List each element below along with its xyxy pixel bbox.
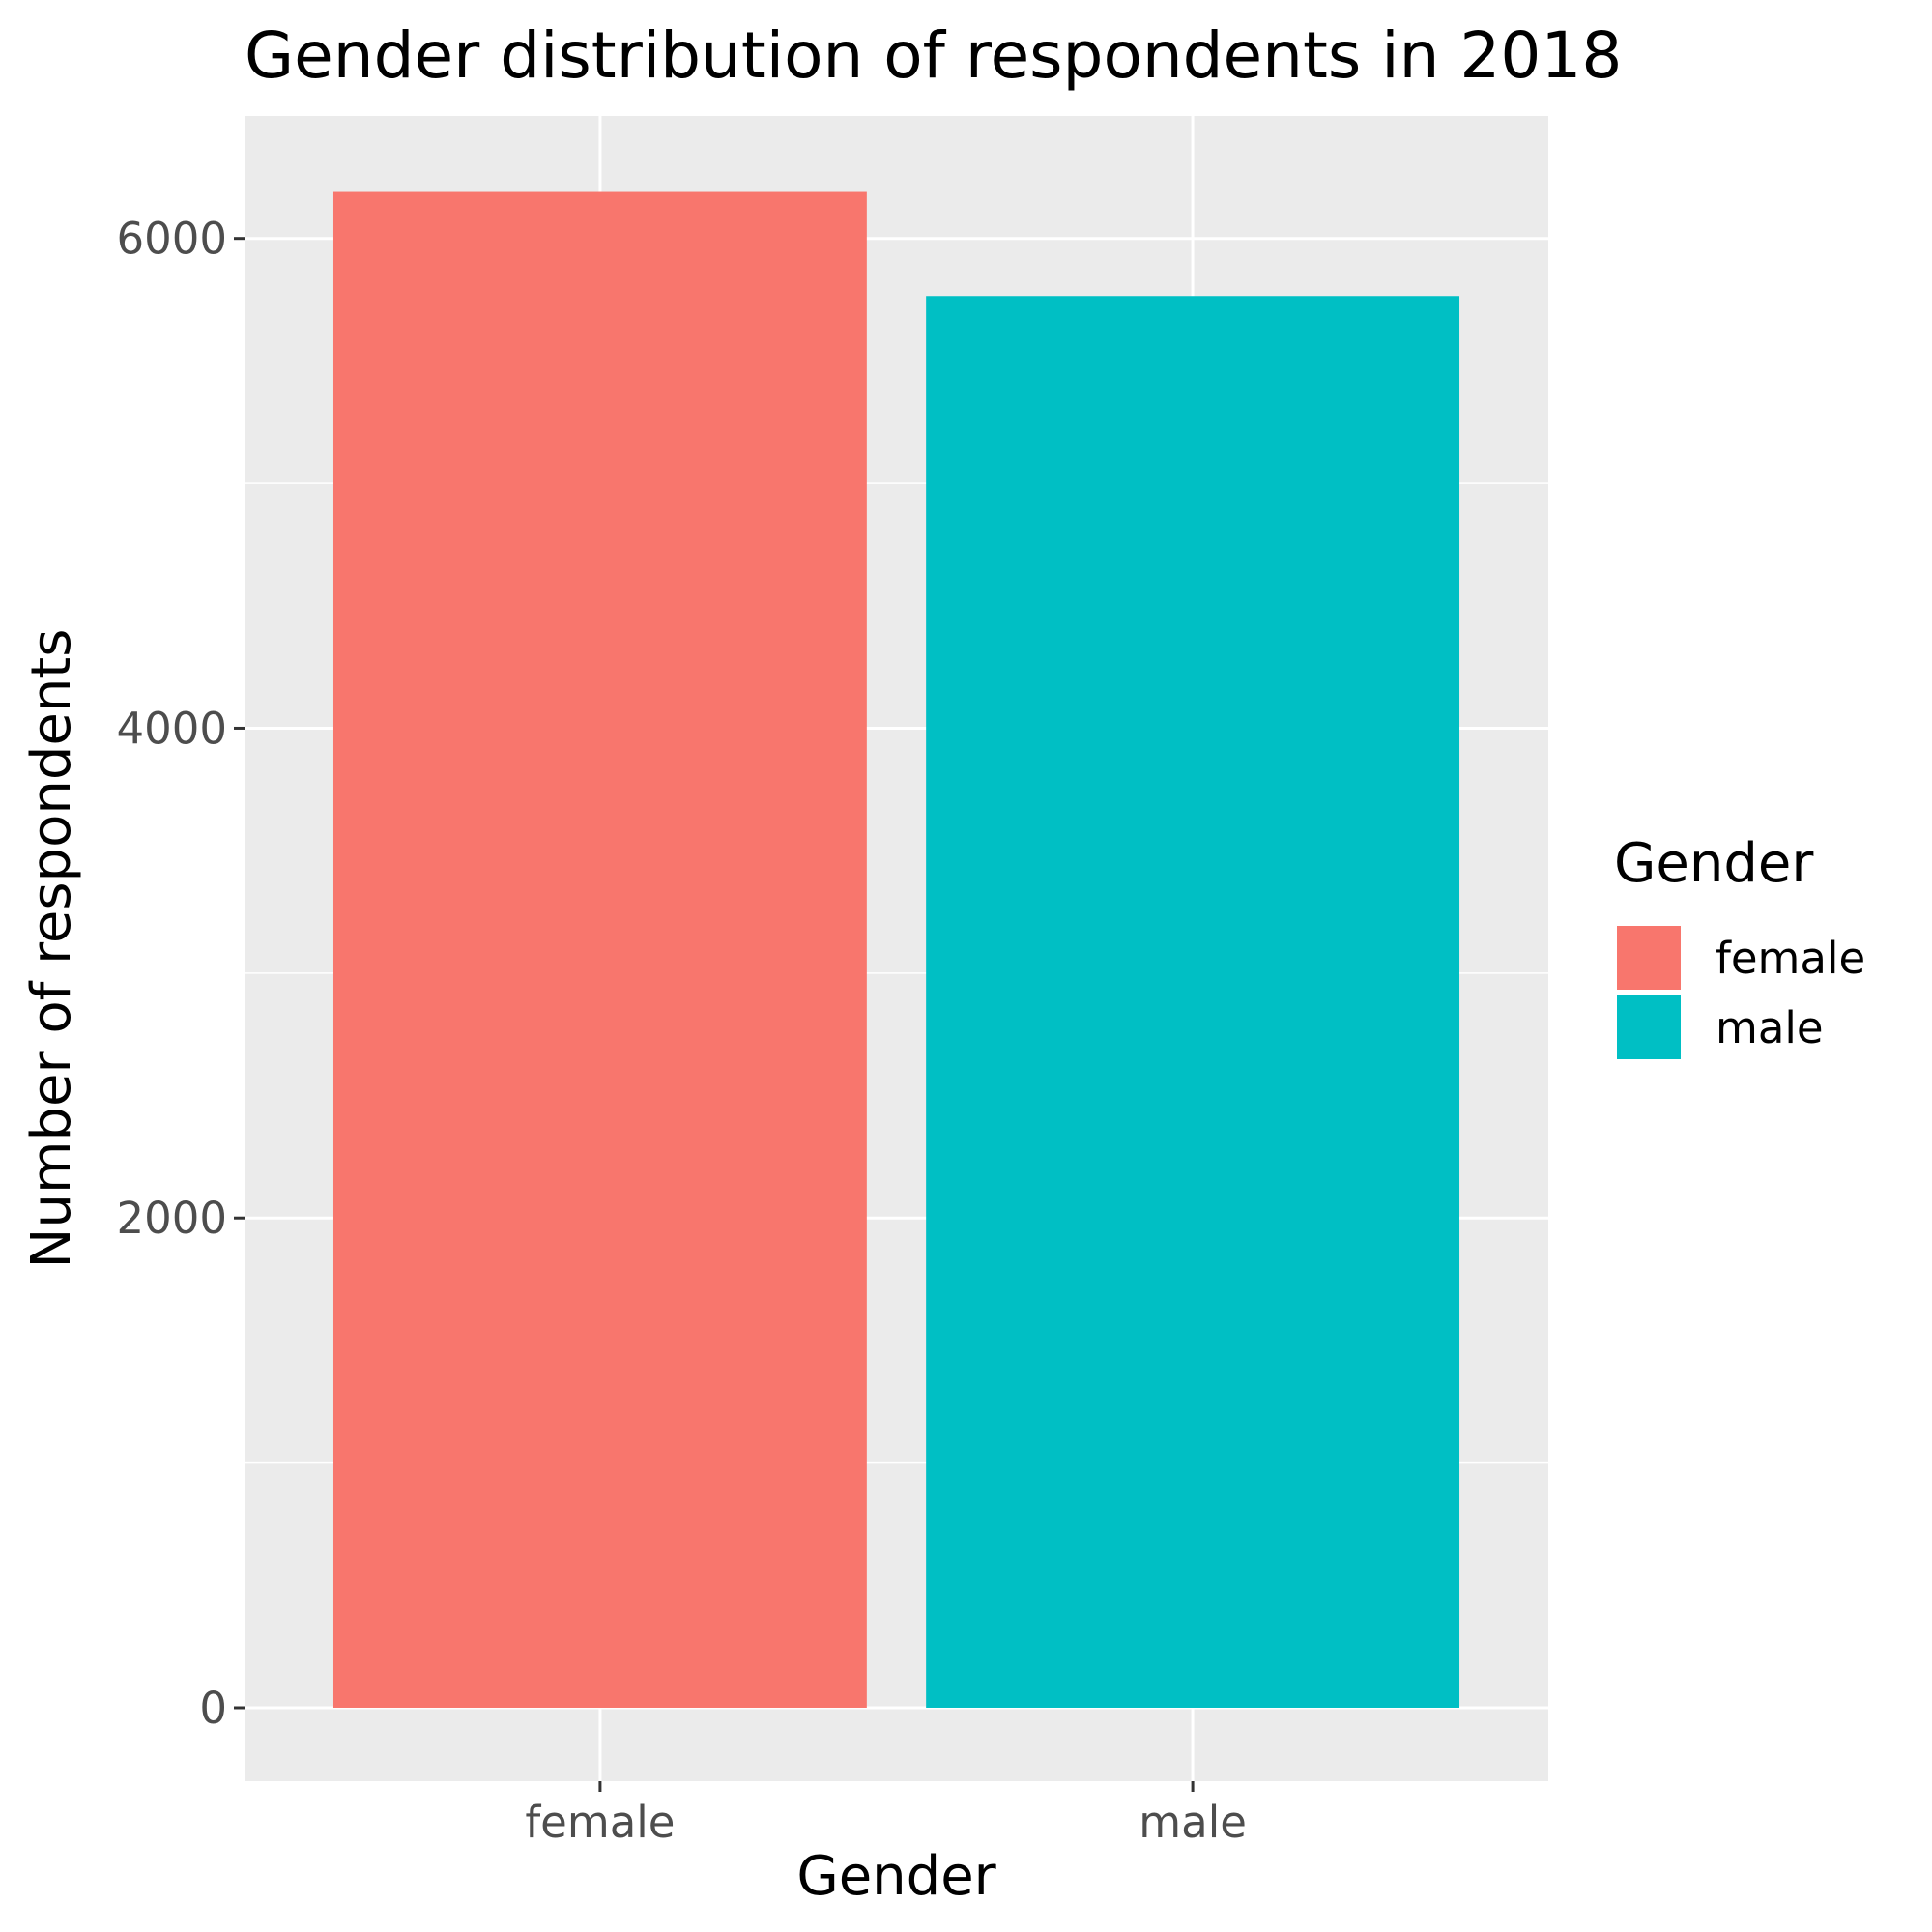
bar-female bbox=[332, 191, 867, 1708]
y-axis-title: Number of respondents bbox=[20, 629, 83, 1269]
legend: Gender female male bbox=[1614, 832, 1865, 1061]
legend-swatch-female bbox=[1615, 924, 1683, 992]
legend-swatch-male bbox=[1615, 994, 1683, 1061]
y-tick-label: 2000 bbox=[116, 1193, 227, 1244]
legend-title: Gender bbox=[1614, 832, 1814, 895]
x-axis-title: Gender bbox=[796, 1845, 996, 1908]
legend-label-female: female bbox=[1716, 933, 1865, 984]
y-tick-label: 0 bbox=[199, 1683, 227, 1734]
bars bbox=[332, 191, 1460, 1708]
bar-male bbox=[926, 296, 1460, 1708]
legend-label-male: male bbox=[1716, 1002, 1824, 1053]
x-tick-label: male bbox=[1139, 1797, 1247, 1848]
y-axis: 0 2000 4000 6000 bbox=[116, 214, 245, 1734]
chart-title: Gender distribution of respondents in 20… bbox=[245, 18, 1622, 93]
x-tick-label: female bbox=[525, 1797, 675, 1848]
x-axis: female male bbox=[525, 1781, 1247, 1848]
y-tick-label: 6000 bbox=[116, 214, 227, 265]
y-tick-label: 4000 bbox=[116, 703, 227, 754]
